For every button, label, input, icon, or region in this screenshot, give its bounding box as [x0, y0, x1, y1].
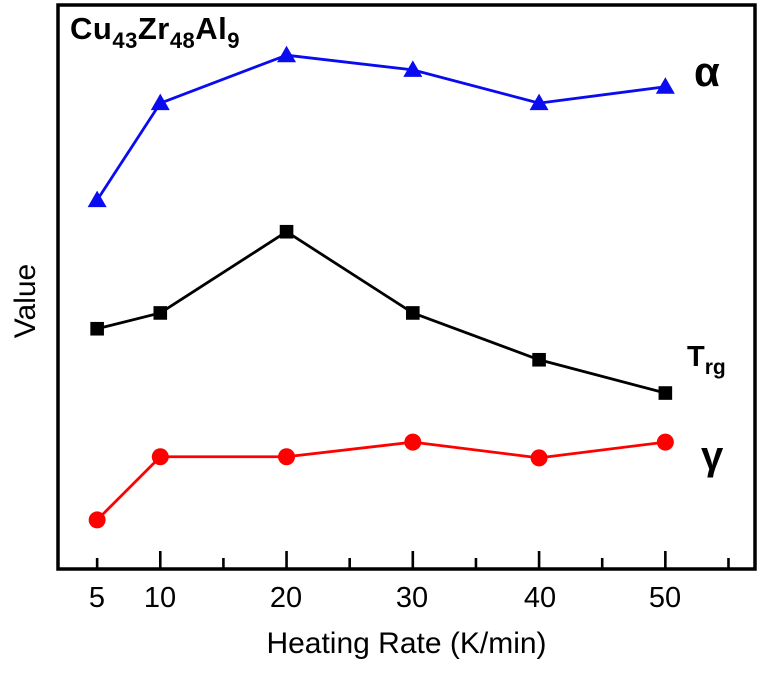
- marker-square-Trg: [279, 224, 294, 239]
- series-label-alpha: α: [694, 48, 720, 95]
- x-tick-label-5: 5: [88, 582, 106, 614]
- title-subscript-9: 9: [227, 28, 241, 53]
- y-axis-label: Value: [9, 263, 42, 339]
- marker-triangle-alpha: [403, 60, 423, 77]
- marker-square-Trg: [153, 306, 168, 320]
- series-label-trg: Trg: [687, 341, 726, 379]
- x-tick-label-30: 30: [395, 582, 429, 614]
- title-element-zr: Zr: [137, 11, 170, 46]
- chart-title: Cu43Zr48Al9: [70, 11, 240, 53]
- marker-circle-gamma: [151, 448, 169, 466]
- x-tick-label-50: 50: [648, 582, 682, 614]
- series-line-Trg: [96, 230, 666, 395]
- series-label-trg-base: T: [687, 341, 705, 373]
- x-tick-label-40: 40: [523, 582, 557, 614]
- marker-circle-gamma: [88, 511, 106, 529]
- series-label-gamma: γ: [701, 434, 724, 478]
- marker-triangle-alpha: [277, 45, 297, 63]
- series-line-gamma: [96, 440, 666, 521]
- x-tick-label-10: 10: [143, 582, 177, 614]
- plot-frame: [56, 3, 757, 571]
- marker-triangle-alpha: [87, 190, 107, 208]
- marker-square-Trg: [532, 352, 546, 367]
- marker-square-Trg: [658, 386, 673, 400]
- marker-square-Trg: [90, 321, 104, 336]
- title-subscript-43: 43: [112, 28, 138, 53]
- title-element-cu: Cu: [70, 11, 113, 46]
- x-axis-label: Heating Rate (K/min): [266, 627, 547, 660]
- series-line-alpha: [95, 53, 666, 201]
- marker-circle-gamma: [404, 433, 422, 451]
- x-tick-label-20: 20: [269, 582, 303, 614]
- marker-triangle-alpha: [655, 77, 675, 94]
- marker-circle-gamma: [656, 433, 674, 451]
- marker-circle-gamma: [530, 449, 548, 467]
- marker-circle-gamma: [278, 448, 296, 466]
- title-element-al: Al: [195, 11, 228, 46]
- marker-triangle-alpha: [529, 93, 549, 111]
- marker-square-Trg: [406, 306, 420, 320]
- series-label-trg-subscript: rg: [704, 356, 726, 379]
- title-subscript-48: 48: [169, 28, 196, 53]
- marker-triangle-alpha: [150, 93, 170, 111]
